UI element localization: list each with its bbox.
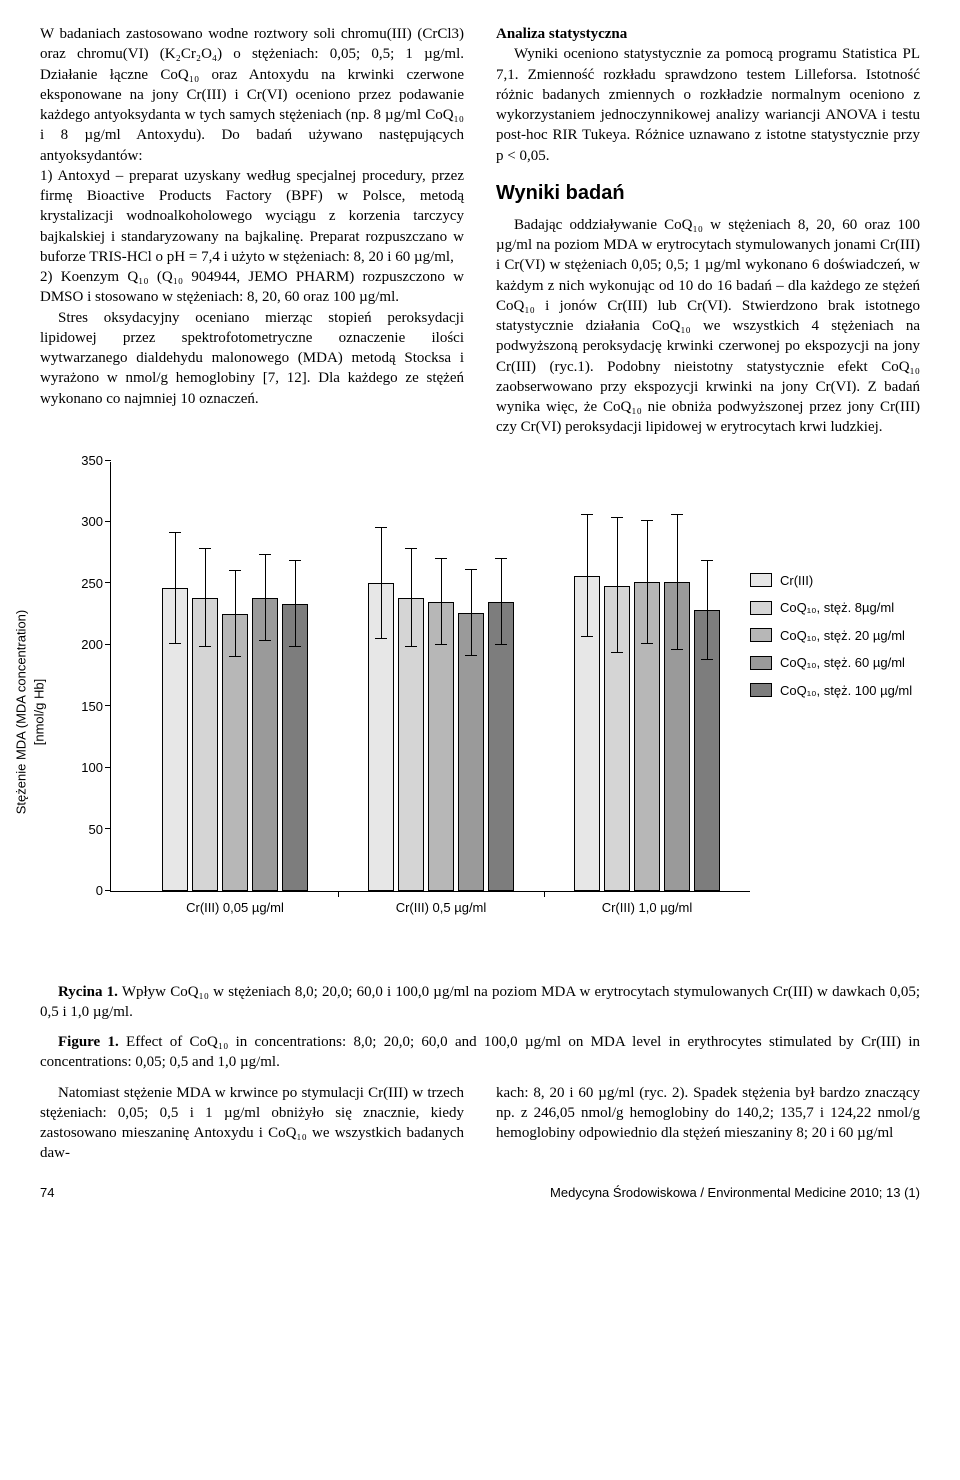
ytick-label: 150	[63, 697, 103, 715]
ytick-label: 100	[63, 759, 103, 777]
legend-item: CoQ₁₀, stęż. 60 µg/ml	[750, 654, 920, 672]
bar-chart: Stężenie MDA (MDA concentration) [nmol/g…	[40, 452, 920, 972]
ytick-label: 50	[63, 820, 103, 838]
legend-item: CoQ₁₀, stęż. 100 µg/ml	[750, 682, 920, 700]
legend-label: CoQ₁₀, stęż. 60 µg/ml	[780, 654, 905, 672]
caption-pl: Rycina 1. Wpływ CoQ₁₀ w stężeniach 8,0; …	[40, 982, 920, 1023]
left-column: W badaniach zastosowano wodne roztwory s…	[40, 24, 464, 438]
left-p1: W badaniach zastosowano wodne roztwory s…	[40, 24, 464, 166]
journal-ref: Medycyna Środowiskowa / Environmental Me…	[550, 1184, 920, 1202]
lower-columns: Natomiast stężenie MDA w krwince po stym…	[40, 1083, 920, 1164]
left-p3: 2) Koenzym Q₁₀ (Q₁₀ 904944, JEMO PHARM) …	[40, 267, 464, 308]
bar	[488, 602, 514, 891]
caption-en-label: Figure 1.	[58, 1034, 119, 1050]
ytick-label: 250	[63, 575, 103, 593]
lower-right: kach: 8, 20 i 60 µg/ml (ryc. 2). Spadek …	[496, 1083, 920, 1164]
legend-label: Cr(III)	[780, 572, 813, 590]
right-column: Analiza statystyczna Wyniki oceniono sta…	[496, 24, 920, 438]
right-p1: Wyniki oceniono statystycznie za pomocą …	[496, 44, 920, 166]
xtick-label: Cr(III) 1,0 µg/ml	[602, 899, 693, 917]
left-p2: 1) Antoxyd – preparat uzyskany według sp…	[40, 166, 464, 267]
page-number: 74	[40, 1184, 54, 1202]
legend-swatch	[750, 573, 772, 587]
xtick-label: Cr(III) 0,5 µg/ml	[396, 899, 487, 917]
caption-en-text: Effect of CoQ₁₀ in concentrations: 8,0; …	[40, 1034, 920, 1070]
ytick-label: 200	[63, 636, 103, 654]
legend-label: CoQ₁₀, stęż. 100 µg/ml	[780, 682, 912, 700]
plot-area: 050100150200250300350Cr(III) 0,05 µg/mlC…	[110, 462, 750, 892]
legend-swatch	[750, 683, 772, 697]
legend-swatch	[750, 601, 772, 615]
caption-pl-text: Wpływ CoQ₁₀ w stężeniach 8,0; 20,0; 60,0…	[40, 984, 920, 1020]
ytick-label: 300	[63, 513, 103, 531]
results-heading: Wyniki badań	[496, 180, 920, 207]
caption-pl-label: Rycina 1.	[58, 984, 118, 1000]
xtick-label: Cr(III) 0,05 µg/ml	[186, 899, 284, 917]
legend-label: CoQ₁₀, stęż. 20 µg/ml	[780, 627, 905, 645]
stat-heading: Analiza statystyczna	[496, 24, 920, 44]
legend-item: Cr(III)	[750, 572, 920, 590]
ytick-label: 350	[63, 452, 103, 470]
page-footer: 74 Medycyna Środowiskowa / Environmental…	[40, 1184, 920, 1202]
legend-label: CoQ₁₀, stęż. 8µg/ml	[780, 599, 894, 617]
legend-item: CoQ₁₀, stęż. 8µg/ml	[750, 599, 920, 617]
bar	[252, 598, 278, 890]
legend-swatch	[750, 656, 772, 670]
lower-left-p: Natomiast stężenie MDA w krwince po stym…	[40, 1083, 464, 1164]
ytick-label: 0	[63, 882, 103, 900]
right-p2: Badając oddziaływanie CoQ₁₀ w stężeniach…	[496, 215, 920, 438]
legend-item: CoQ₁₀, stęż. 20 µg/ml	[750, 627, 920, 645]
legend-swatch	[750, 628, 772, 642]
upper-columns: W badaniach zastosowano wodne roztwory s…	[40, 24, 920, 438]
left-p4: Stres oksydacyjny oceniano mierząc stopi…	[40, 308, 464, 409]
legend: Cr(III) CoQ₁₀, stęż. 8µg/ml CoQ₁₀, stęż. 2…	[750, 572, 920, 710]
bar	[428, 602, 454, 891]
lower-left: Natomiast stężenie MDA w krwince po stym…	[40, 1083, 464, 1164]
caption-en: Figure 1. Effect of CoQ₁₀ in concentrati…	[40, 1032, 920, 1073]
lower-right-p: kach: 8, 20 i 60 µg/ml (ryc. 2). Spadek …	[496, 1083, 920, 1144]
y-axis-label: Stężenie MDA (MDA concentration) [nmol/g…	[12, 609, 47, 813]
